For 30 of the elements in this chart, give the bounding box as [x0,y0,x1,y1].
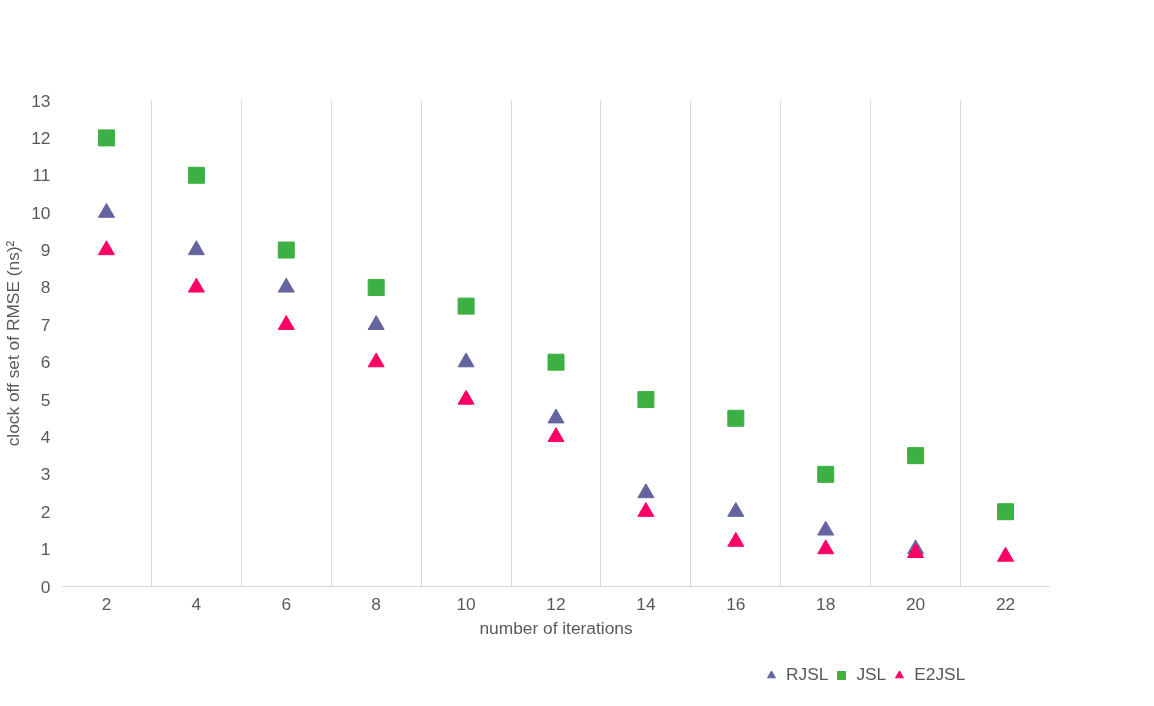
y-tick-label: 6 [40,352,51,373]
y-tick-label: 5 [40,389,51,410]
x-tick-label: 10 [456,593,476,614]
y-axis-title: clock off set of RMSE (ns)² [3,240,24,447]
y-tick-label: 11 [32,165,51,186]
y-tick-label: 10 [31,202,51,223]
y-tick-label: 4 [40,426,51,447]
x-tick-label: 18 [816,593,836,614]
x-tick-label: 12 [546,593,566,614]
y-tick-label: 13 [31,90,51,111]
legend-label: RJSL [786,664,829,685]
x-tick-label: 22 [995,593,1016,614]
legend-label: E2JSL [914,664,966,685]
y-tick-label: 1 [40,539,51,560]
x-tick-label: 20 [906,593,926,614]
x-tick-label: 6 [281,593,292,614]
y-tick-label: 0 [40,576,51,597]
y-tick-label: 3 [40,464,51,485]
x-tick-label: 14 [636,593,656,614]
y-tick-label: 8 [40,277,51,298]
x-tick-label: 8 [371,593,381,614]
y-tick-label: 7 [40,314,51,335]
legend-label: JSL [856,664,887,685]
x-tick-label: 4 [191,593,202,614]
y-tick-label: 9 [40,240,51,261]
y-tick-label: 2 [40,501,51,522]
x-tick-label: 2 [101,593,112,614]
y-tick-label: 12 [31,127,51,148]
x-tick-label: 16 [726,593,746,614]
x-axis-title: number of iterations [479,617,633,638]
